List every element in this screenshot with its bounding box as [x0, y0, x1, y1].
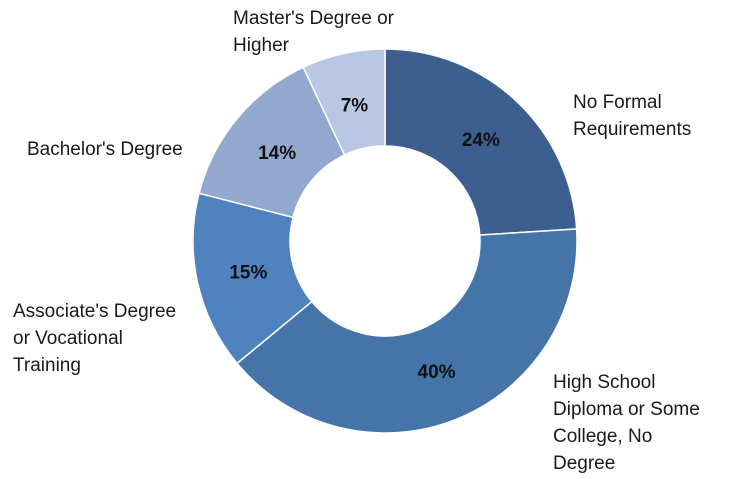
slice-5: [302, 48, 386, 157]
category-label-3: Associate's Degree or Vocational Training: [13, 301, 176, 376]
category-label-line: Requirements: [573, 119, 691, 140]
slice-1: [384, 48, 578, 236]
category-label-line: College, No: [553, 426, 652, 447]
category-label-5: Master's Degree or Higher: [233, 8, 395, 56]
category-label-line: High School: [553, 372, 655, 393]
data-label-1: 24%: [462, 130, 500, 151]
data-label-3: 15%: [229, 263, 267, 284]
category-label-line: Master's Degree or: [233, 8, 395, 29]
category-label-line: or Vocational: [13, 328, 123, 349]
category-label-1: No Formal Requirements: [573, 92, 691, 140]
data-label-4: 14%: [258, 143, 296, 164]
category-label-line: Associate's Degree: [13, 301, 176, 322]
category-label-line: Diploma or Some: [553, 399, 700, 420]
category-label-line: Higher: [233, 35, 290, 56]
category-label-line: Training: [13, 355, 81, 376]
slice-2: [236, 228, 578, 434]
category-label-line: Degree: [553, 453, 615, 474]
category-label-line: No Formal: [573, 92, 662, 113]
category-label-4: Bachelor's Degree: [27, 139, 183, 160]
category-label-2: High School Diploma or Some College, No Deg…: [553, 372, 700, 474]
data-label-5: 7%: [341, 95, 369, 116]
category-label-line: Bachelor's Degree: [27, 139, 183, 160]
data-label-2: 40%: [418, 362, 456, 383]
